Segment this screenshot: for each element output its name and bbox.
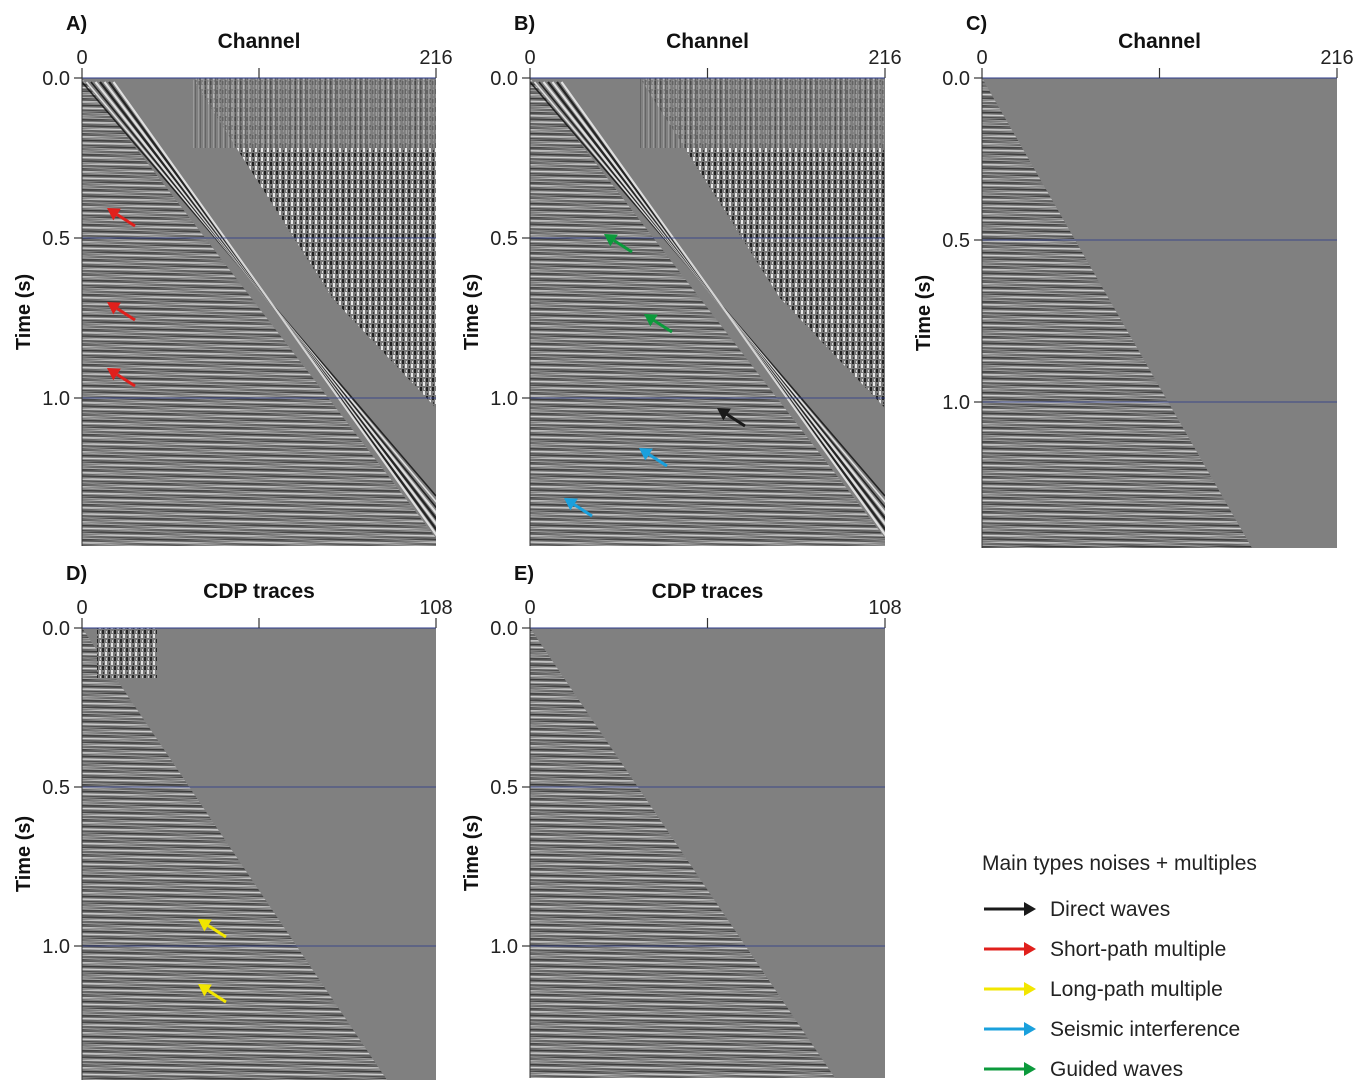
legend-arrow-icon: [984, 942, 1036, 956]
x-max-label: 216: [1320, 47, 1353, 69]
panel-label: C): [966, 13, 987, 35]
x-min-label: 0: [76, 47, 87, 69]
y-tick-label: 1.0: [490, 936, 518, 958]
y-axis-label: Time (s): [913, 275, 935, 351]
y-axis-label: Time (s): [461, 815, 483, 891]
legend-item-guided: Guided waves: [984, 1058, 1183, 1080]
y-tick-label: 0.5: [490, 228, 518, 250]
direct-wave-arrow: [717, 408, 746, 428]
seismic-section: [530, 78, 885, 546]
x-axis-title: CDP traces: [652, 580, 764, 603]
legend-item-label: Short-path multiple: [1050, 938, 1226, 961]
y-tick-label: 0.5: [942, 230, 970, 252]
panel-label: D): [66, 563, 87, 585]
legend-item-label: Seismic interference: [1050, 1018, 1240, 1041]
panel-label: E): [514, 563, 534, 585]
y-tick-label: 0.5: [42, 777, 70, 799]
panel-label: A): [66, 13, 87, 35]
legend-arrow-icon: [984, 982, 1036, 996]
x-axis-title: Channel: [218, 30, 301, 53]
y-tick-label: 0.5: [490, 777, 518, 799]
y-tick-label: 0.0: [490, 618, 518, 640]
legend-item-short: Short-path multiple: [984, 938, 1226, 961]
legend-arrow-icon: [984, 1022, 1036, 1036]
legend-item-label: Guided waves: [1050, 1058, 1183, 1080]
x-min-label: 0: [524, 597, 535, 619]
long-path-multiple-arrow: [198, 919, 227, 939]
x-axis-title: Channel: [1118, 30, 1201, 53]
legend-item-label: Long-path multiple: [1050, 978, 1223, 1001]
x-max-label: 216: [419, 47, 452, 69]
panel-d: 0.0 0.5 1.0 D) CDP traces 0 108 Time (s): [13, 563, 453, 1080]
legend-title: Main types noises + multiples: [982, 852, 1257, 875]
long-path-multiple-arrow: [198, 984, 227, 1004]
seismic-section: [82, 78, 436, 546]
x-max-label: 108: [868, 597, 901, 619]
short-path-multiple-arrow: [107, 368, 136, 388]
panel-label: B): [514, 13, 535, 35]
y-tick-label: 0.0: [490, 68, 518, 90]
y-tick-label: 0.5: [42, 228, 70, 250]
legend-item-label: Direct waves: [1050, 898, 1170, 921]
annotations: [107, 208, 746, 1004]
short-path-multiple-arrow: [107, 208, 136, 228]
seismic-section: [982, 78, 1337, 548]
legend-arrow-icon: [984, 1062, 1036, 1076]
legend: Main types noises + multiples Direct wav…: [982, 852, 1257, 1080]
y-axis-label: Time (s): [461, 274, 483, 350]
legend-item-direct: Direct waves: [984, 898, 1170, 921]
y-axis-label: Time (s): [13, 816, 35, 892]
x-min-label: 0: [524, 47, 535, 69]
guided-wave-arrow: [604, 234, 633, 254]
x-min-label: 0: [976, 47, 987, 69]
y-tick-label: 1.0: [490, 388, 518, 410]
y-tick-label: 1.0: [942, 392, 970, 414]
seismic-section: [530, 628, 885, 1078]
legend-arrow-icon: [984, 902, 1036, 916]
panel-e: 0.0 0.5 1.0 E) CDP traces 0 108 Time (s): [461, 563, 902, 1078]
y-tick-label: 0.0: [42, 68, 70, 90]
panel-a: 0.0 0.5 1.0 A) Channel 0 216 Time (s): [13, 13, 453, 546]
y-tick-label: 0.0: [42, 618, 70, 640]
y-axis-label: Time (s): [13, 274, 35, 350]
panel-b: 0.0 0.5 1.0 B) Channel 0 216 Time (s): [461, 13, 902, 546]
guided-wave-arrow: [644, 314, 673, 334]
short-path-multiple-arrow: [107, 302, 136, 322]
y-tick-label: 1.0: [42, 936, 70, 958]
x-axis-title: CDP traces: [203, 580, 315, 603]
x-min-label: 0: [76, 597, 87, 619]
legend-item-long: Long-path multiple: [984, 978, 1223, 1001]
legend-item-interference: Seismic interference: [984, 1018, 1240, 1041]
x-max-label: 108: [419, 597, 452, 619]
x-max-label: 216: [868, 47, 901, 69]
seismic-section: [82, 628, 436, 1080]
y-tick-label: 0.0: [942, 68, 970, 90]
x-axis-title: Channel: [666, 30, 749, 53]
seismic-interference-arrow: [564, 498, 593, 518]
y-tick-label: 1.0: [42, 388, 70, 410]
panel-c: 0.0 0.5 1.0 C) Channel 0 216 Time (s): [913, 13, 1354, 548]
seismic-interference-arrow: [639, 448, 668, 468]
